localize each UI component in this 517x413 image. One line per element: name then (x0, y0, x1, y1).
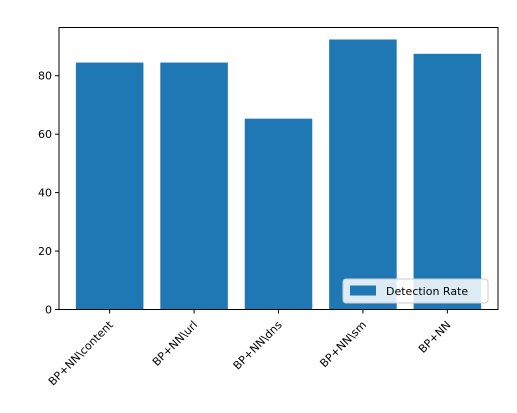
legend-box (342, 278, 489, 304)
legend-label: Detection Rate (386, 285, 468, 298)
x-tick-label: BP+NN\content (46, 318, 116, 388)
legend-swatch (350, 285, 376, 296)
x-tick-label: BP+NN\dns (231, 318, 285, 372)
x-tick-label: BP+NN (416, 318, 453, 355)
bar-0 (75, 62, 144, 310)
y-tick-label: 0 (45, 304, 52, 317)
bar-3 (329, 39, 397, 310)
x-axis: BP+NN\content BP+NN\url BP+NN\dns BP+NN\sm B… (46, 309, 453, 388)
bar-4 (413, 53, 482, 310)
x-tick-label: BP+NN\url (150, 318, 200, 368)
y-axis: 0 20 40 60 80 (38, 70, 59, 317)
bar-2 (244, 118, 313, 310)
y-tick-label: 60 (38, 128, 52, 141)
x-tick-label: BP+NN\sm (317, 318, 369, 370)
legend: Detection Rate (342, 278, 489, 304)
plot-frame (58, 27, 499, 310)
y-tick-label: 40 (38, 187, 52, 200)
bars-layer (75, 39, 482, 310)
y-tick-label: 20 (38, 245, 52, 258)
y-tick-label: 80 (38, 70, 52, 83)
bar-1 (160, 62, 228, 310)
